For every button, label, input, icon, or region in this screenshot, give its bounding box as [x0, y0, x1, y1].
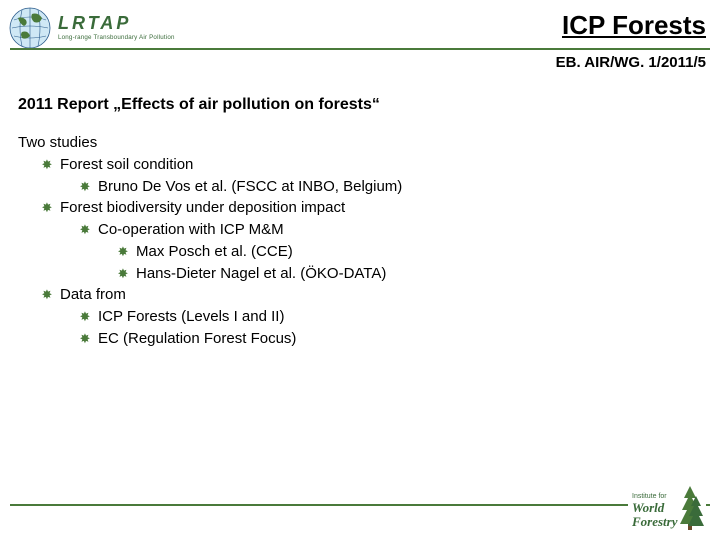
- globe-icon: [8, 6, 52, 50]
- bullet-icon: ✸: [78, 221, 92, 240]
- bullet-icon: ✸: [78, 178, 92, 197]
- lrtap-logo-text: LRTAP Long-range Transboundary Air Pollu…: [58, 14, 175, 41]
- document-reference: EB. AIR/WG. 1/2011/5: [556, 54, 706, 71]
- list-item: ✸ Forest biodiversity under deposition im…: [40, 197, 702, 219]
- header-divider: [10, 48, 710, 50]
- bullet-icon: ✸: [40, 156, 54, 175]
- list-item-text: ICP Forests (Levels I and II): [98, 306, 284, 328]
- bullet-icon: ✸: [40, 199, 54, 218]
- list-item-text: Forest biodiversity under deposition imp…: [60, 197, 345, 219]
- footer-logo-line1: Institute for: [632, 493, 667, 500]
- footer-logo-line3: Forestry: [631, 514, 678, 529]
- list-item: ✸ Max Posch et al. (CCE): [116, 241, 702, 263]
- lrtap-logo-main: LRTAP: [58, 14, 175, 32]
- list-item-text: Max Posch et al. (CCE): [136, 241, 293, 263]
- bullet-list: Two studies ✸ Forest soil condition ✸ Bruno …: [18, 132, 702, 350]
- report-title: 2011 Report „Effects of air pollution on…: [18, 96, 702, 114]
- lrtap-logo: LRTAP Long-range Transboundary Air Pollu…: [8, 6, 175, 50]
- header: LRTAP Long-range Transboundary Air Pollu…: [0, 0, 720, 72]
- footer-divider: [10, 504, 710, 506]
- content-area: 2011 Report „Effects of air pollution on…: [0, 72, 720, 350]
- list-item: ✸ Data from: [40, 284, 702, 306]
- bullet-icon: ✸: [116, 265, 130, 284]
- footer: Institute for World Forestry: [0, 470, 720, 540]
- list-item-text: Two studies: [18, 132, 97, 154]
- list-item-text: Forest soil condition: [60, 154, 193, 176]
- list-item: ✸ Hans-Dieter Nagel et al. (ÖKO-DATA): [116, 263, 702, 285]
- lrtap-logo-sub: Long-range Transboundary Air Pollution: [58, 35, 175, 41]
- bullet-icon: ✸: [78, 330, 92, 349]
- list-item: ✸ Bruno De Vos et al. (FSCC at INBO, Belg…: [78, 176, 702, 198]
- list-item: Two studies: [18, 132, 702, 154]
- list-item-text: Co-operation with ICP M&M: [98, 219, 284, 241]
- list-item: ✸ ICP Forests (Levels I and II): [78, 306, 702, 328]
- world-forestry-logo: Institute for World Forestry: [628, 476, 706, 534]
- footer-logo-line2: World: [632, 500, 665, 515]
- list-item-text: Hans-Dieter Nagel et al. (ÖKO-DATA): [136, 263, 386, 285]
- list-item: ✸ Forest soil condition: [40, 154, 702, 176]
- list-item: ✸ EC (Regulation Forest Focus): [78, 328, 702, 350]
- list-item-text: Data from: [60, 284, 126, 306]
- bullet-icon: ✸: [116, 243, 130, 262]
- bullet-icon: ✸: [40, 286, 54, 305]
- list-item: ✸ Co-operation with ICP M&M: [78, 219, 702, 241]
- list-item-text: Bruno De Vos et al. (FSCC at INBO, Belgi…: [98, 176, 402, 198]
- list-item-text: EC (Regulation Forest Focus): [98, 328, 296, 350]
- bullet-icon: ✸: [78, 308, 92, 327]
- page-title: ICP Forests: [562, 10, 706, 41]
